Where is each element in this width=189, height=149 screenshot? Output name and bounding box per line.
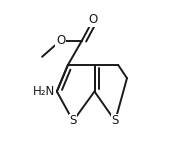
Text: S: S — [69, 114, 77, 128]
Text: S: S — [112, 114, 119, 128]
Text: H₂N: H₂N — [33, 85, 55, 98]
Text: O: O — [56, 34, 65, 47]
Text: O: O — [88, 13, 98, 26]
